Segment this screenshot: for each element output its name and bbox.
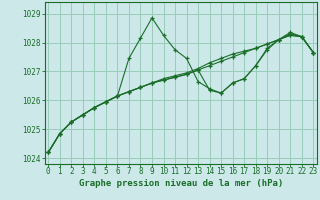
- X-axis label: Graphe pression niveau de la mer (hPa): Graphe pression niveau de la mer (hPa): [79, 179, 283, 188]
